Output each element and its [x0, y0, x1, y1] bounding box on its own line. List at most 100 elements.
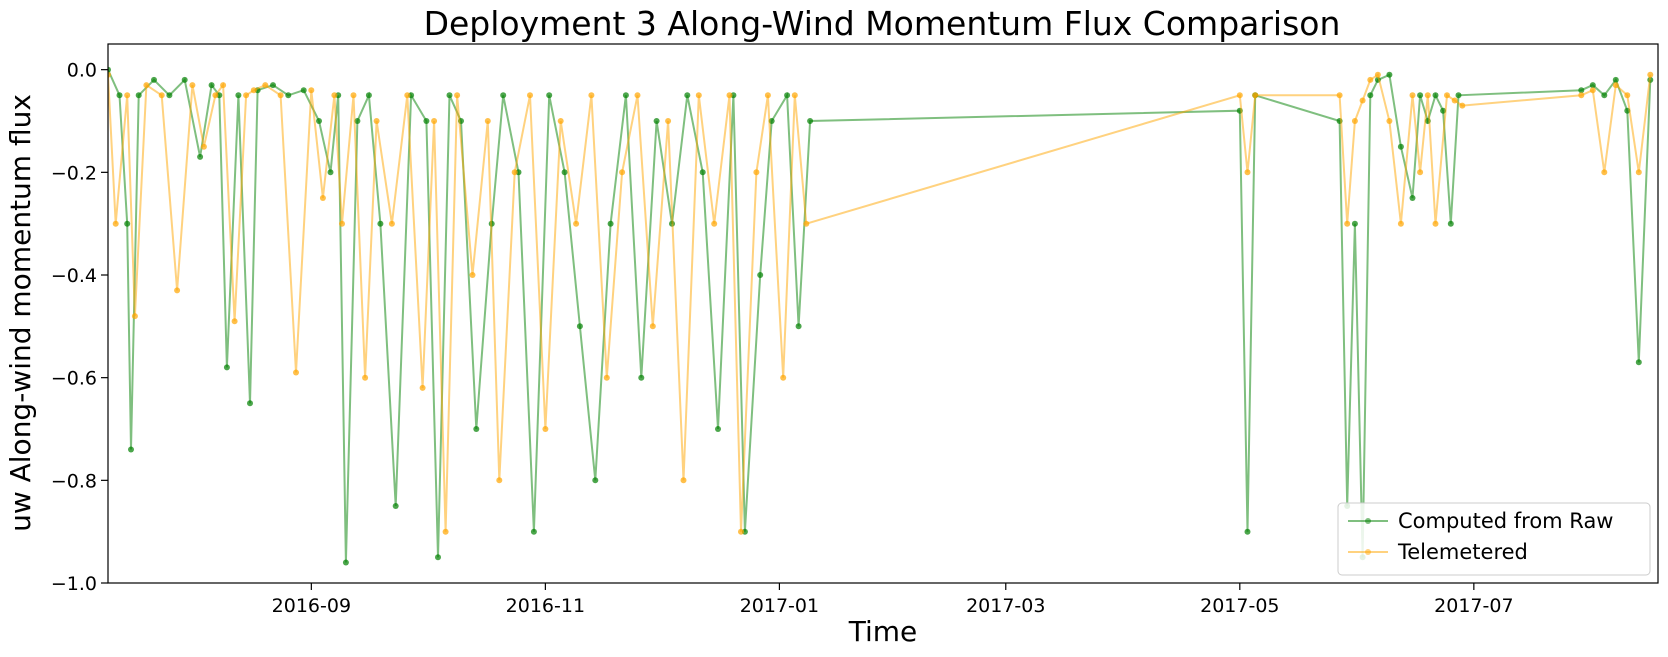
series-1	[108, 71, 1654, 535]
data-point	[300, 87, 307, 94]
data-point	[419, 384, 426, 391]
legend-label-computed: Computed from Raw	[1398, 509, 1614, 533]
y-axis-label: uw Along-wind momentum flux	[4, 94, 37, 532]
data-point	[200, 143, 207, 150]
y-tick-label: −1.0	[51, 573, 97, 595]
data-point	[1647, 71, 1654, 78]
y-axis-ticks: 0.0 −0.2 −0.4 −0.6 −0.8 −1.0	[51, 60, 108, 595]
data-point	[1455, 92, 1462, 99]
data-point	[803, 220, 810, 227]
data-point	[542, 426, 549, 432]
data-point	[151, 76, 157, 83]
data-point	[607, 220, 614, 227]
data-point	[435, 554, 441, 561]
series-layer	[108, 66, 1654, 566]
data-point	[634, 92, 641, 99]
data-point	[1374, 71, 1381, 78]
data-point	[469, 272, 476, 278]
data-point	[592, 477, 599, 484]
data-point	[496, 477, 503, 484]
data-point	[208, 82, 215, 89]
data-point	[1252, 92, 1259, 99]
data-point	[695, 92, 702, 99]
data-point	[807, 118, 814, 124]
data-point	[231, 318, 238, 325]
data-point	[108, 66, 111, 73]
data-point	[158, 92, 165, 99]
y-tick-label: −0.8	[51, 470, 97, 492]
data-point	[1409, 92, 1416, 99]
data-point	[1244, 528, 1251, 535]
data-point	[1612, 82, 1619, 89]
data-point	[1601, 169, 1608, 176]
data-point	[1359, 97, 1366, 104]
x-tick-label: 2017-01	[740, 595, 819, 617]
data-point	[143, 82, 150, 89]
plot-area	[107, 43, 1659, 584]
data-point	[784, 92, 791, 99]
x-axis-ticks: 2016-09 2016-11 2017-01 2017-03 2017-05 2017-…	[272, 583, 1514, 617]
x-tick-label: 2017-03	[966, 595, 1045, 617]
data-point	[638, 374, 645, 381]
data-point	[131, 313, 138, 320]
data-point	[680, 477, 687, 484]
data-point	[270, 82, 276, 89]
data-point	[350, 92, 357, 99]
data-point	[135, 92, 142, 99]
data-point	[166, 92, 173, 99]
data-point	[442, 528, 449, 535]
legend: Computed from Raw Telemetered	[1337, 502, 1651, 576]
data-point	[791, 92, 798, 99]
legend-label-telemetered: Telemetered	[1397, 540, 1528, 564]
x-tick-label: 2017-07	[1434, 595, 1513, 617]
data-point	[619, 169, 626, 176]
legend-entry-telemetered: Telemetered	[1348, 540, 1528, 564]
x-tick-label: 2017-05	[1200, 595, 1279, 617]
data-point	[1624, 92, 1631, 99]
data-point	[1351, 220, 1358, 227]
data-point	[753, 169, 760, 176]
data-point	[1578, 87, 1585, 94]
data-point	[1367, 76, 1374, 83]
y-tick-label: −0.6	[51, 368, 97, 390]
x-tick-label: 2016-09	[272, 595, 351, 617]
legend-marker-computed	[1365, 518, 1371, 524]
data-point	[454, 92, 461, 99]
data-point	[1444, 92, 1450, 99]
data-point	[1336, 92, 1343, 99]
data-point	[262, 82, 269, 89]
data-point	[1386, 71, 1393, 78]
data-point	[764, 92, 771, 99]
data-point	[603, 374, 610, 381]
y-tick-label: 0.0	[67, 60, 97, 82]
data-point	[189, 82, 196, 89]
data-point	[1386, 118, 1393, 124]
x-tick-label: 2016-11	[506, 595, 585, 617]
data-point	[561, 169, 568, 176]
data-point	[715, 426, 721, 432]
data-point	[377, 220, 384, 227]
data-point	[1601, 92, 1608, 99]
data-point	[588, 92, 595, 99]
data-point	[1344, 220, 1351, 227]
data-point	[308, 87, 315, 94]
data-point	[1612, 76, 1619, 83]
data-point	[277, 92, 284, 99]
data-point	[546, 92, 553, 99]
data-point	[738, 528, 744, 535]
data-point	[665, 118, 672, 124]
data-point	[197, 153, 204, 160]
data-point	[243, 92, 250, 99]
data-point	[1236, 92, 1243, 99]
y-tick-label: −0.2	[51, 162, 97, 184]
data-point	[212, 92, 219, 99]
data-point	[780, 374, 787, 381]
data-point	[1417, 169, 1424, 176]
data-point	[711, 220, 718, 227]
data-point	[116, 92, 123, 99]
data-point	[1578, 92, 1585, 99]
data-point	[1432, 92, 1439, 99]
y-tick-label: −0.4	[51, 265, 97, 287]
data-point	[124, 92, 131, 99]
